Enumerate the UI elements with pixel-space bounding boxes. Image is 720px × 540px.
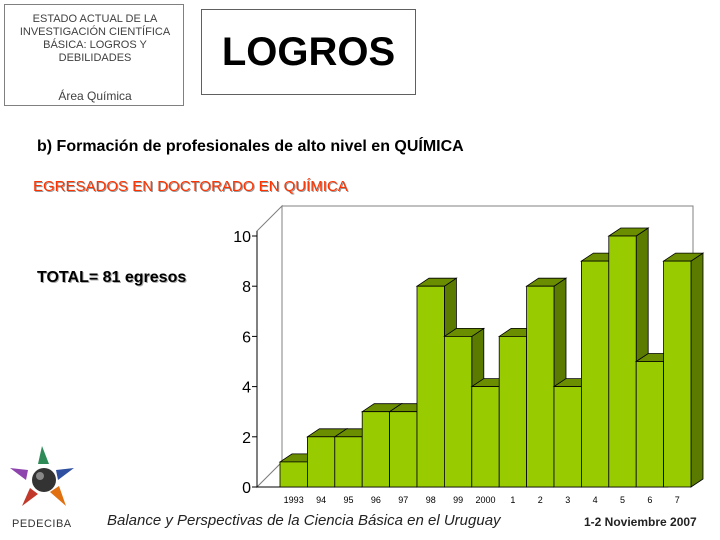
x-tick-label-3: 96 — [371, 495, 381, 505]
chart-title: EGRESADOS EN DOCTORADO EN QUÍMICA — [33, 178, 348, 195]
bar-front-4 — [389, 411, 418, 488]
x-tick-label-4: 97 — [398, 495, 408, 505]
y-tick-label-0: 0 — [242, 480, 251, 497]
section-title: b) Formación de profesionales de alto ni… — [37, 138, 464, 155]
footer-date: 1-2 Noviembre 2007 — [584, 515, 697, 529]
header-line-1: ESTADO ACTUAL DE LA — [32, 13, 158, 25]
chart-bars — [278, 227, 705, 488]
x-tick-label-13: 6 — [647, 495, 652, 505]
chart-y-ticks: 0 2 4 6 8 10 — [233, 229, 257, 497]
header-line-2: INVESTIGACIÓN CIENTÍFICA — [19, 26, 171, 38]
x-tick-label-1: 94 — [316, 495, 326, 505]
header-line-3: BÁSICA: LOGROS Y — [43, 39, 147, 51]
bar-front-10 — [553, 386, 582, 488]
header-area: Área Química — [58, 89, 132, 103]
bar-front-5 — [416, 285, 445, 488]
bar-front-9 — [526, 285, 555, 488]
x-tick-label-6: 99 — [453, 495, 463, 505]
y-tick-label-3: 6 — [242, 329, 251, 346]
bar-front-11 — [581, 260, 610, 488]
x-tick-label-0: 1993 — [284, 495, 304, 505]
bar-front-14 — [663, 260, 692, 488]
logo-label: PEDECIBA — [12, 518, 72, 530]
bar-side-14 — [690, 252, 704, 488]
x-tick-label-12: 5 — [620, 495, 625, 505]
x-tick-label-14: 7 — [675, 495, 680, 505]
footer-text: Balance y Perspectivas de la Ciencia Bás… — [107, 512, 501, 529]
bar-front-6 — [443, 335, 473, 488]
x-tick-label-9: 2 — [538, 495, 543, 505]
header-line-4: DEBILIDADES — [58, 52, 132, 64]
x-tick-label-7: 2000 — [475, 495, 495, 505]
bar-front-13 — [635, 361, 665, 488]
bar-front-3 — [361, 411, 391, 488]
x-tick-label-2: 95 — [343, 495, 353, 505]
bar-front-0 — [279, 461, 308, 488]
header-box: ESTADO ACTUAL DE LA INVESTIGACIÓN CIENTÍ… — [4, 4, 184, 106]
y-tick-label-2: 4 — [242, 380, 251, 397]
x-tick-label-10: 3 — [565, 495, 570, 505]
x-tick-label-5: 98 — [426, 495, 436, 505]
bar-front-8 — [498, 335, 528, 488]
bar-14 — [662, 252, 705, 488]
chart-x-ticks: 1993 94 95 96 97 98 99 2000 1 2 3 4 5 6 7 — [284, 495, 680, 505]
y-tick-label-5: 10 — [233, 229, 251, 246]
y-tick-label-4: 8 — [242, 279, 251, 296]
logros-box: LOGROS — [201, 9, 416, 95]
bar-front-7 — [471, 386, 500, 488]
header-title: ESTADO ACTUAL DE LA INVESTIGACIÓN CIENTÍ… — [5, 13, 185, 65]
bar-front-1 — [306, 436, 336, 488]
bar-front-2 — [334, 436, 363, 488]
pedeciba-logo-icon — [10, 446, 74, 506]
x-tick-label-11: 4 — [593, 495, 598, 505]
x-tick-label-8: 1 — [510, 495, 515, 505]
side-wall — [256, 204, 283, 489]
bar-front-12 — [608, 235, 637, 488]
total-annotation: TOTAL= 81 egresos — [37, 269, 187, 286]
main-title: LOGROS — [221, 30, 396, 74]
y-tick-label-1: 2 — [242, 430, 251, 447]
